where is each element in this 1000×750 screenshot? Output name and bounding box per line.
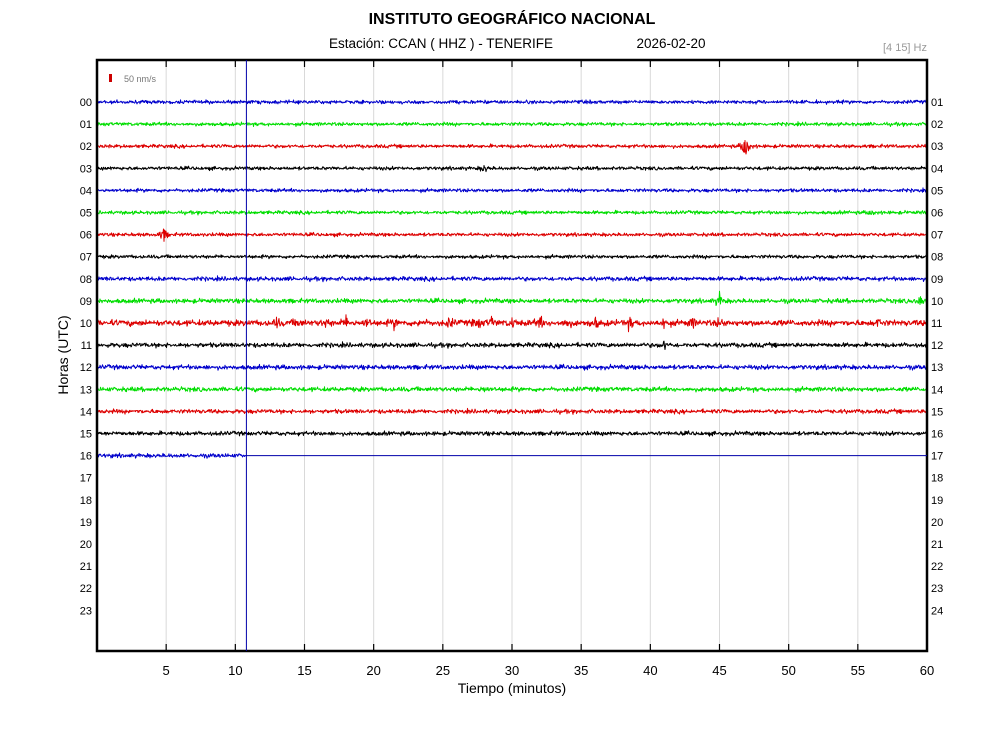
right-hour-label-21: 21 [931,539,943,551]
left-hour-label-02: 02 [80,141,92,153]
trace-hour-00 [96,99,928,105]
left-hour-label-18: 18 [80,495,92,507]
left-hour-label-20: 20 [80,539,92,551]
left-hour-label-09: 09 [80,296,92,308]
left-hour-label-21: 21 [80,561,92,573]
trace-hour-14 [96,407,928,415]
right-hour-label-03: 03 [931,141,943,153]
trace-hour-06 [96,228,928,242]
trace-hour-03 [96,165,928,173]
left-hour-label-05: 05 [80,208,92,220]
left-hour-label-03: 03 [80,163,92,175]
right-hour-label-22: 22 [931,561,943,573]
right-hour-label-13: 13 [931,362,943,374]
x-tick-label-45: 45 [712,663,726,678]
x-tick-label-40: 40 [643,663,657,678]
gridlines [165,60,859,651]
left-hour-label-17: 17 [80,473,92,485]
left-hour-label-11: 11 [81,340,92,352]
trace-hour-16 [96,452,247,459]
filter-label: [4 15] Hz [883,42,927,54]
x-tick-label-5: 5 [163,663,170,678]
right-hour-label-08: 08 [931,252,943,264]
right-hour-label-04: 04 [931,163,943,175]
x-tick-label-50: 50 [781,663,795,678]
right-hour-label-09: 09 [931,274,943,286]
trace-hour-04 [96,187,928,194]
trace-hour-13 [96,385,928,393]
right-hour-label-02: 02 [931,119,943,131]
left-hour-label-07: 07 [80,252,92,264]
right-hour-label-06: 06 [931,208,943,220]
x-tick-label-10: 10 [228,663,242,678]
x-tick-labels: 5 10 15 20 25 30 35 40 45 50 55 60 [163,663,935,678]
right-hour-label-17: 17 [931,451,943,463]
left-hour-label-06: 06 [80,230,92,242]
left-hour-label-15: 15 [80,429,92,441]
left-hour-label-14: 14 [80,406,92,418]
trace-hour-07 [96,253,928,260]
right-hour-label-18: 18 [931,473,943,485]
chart-title: INSTITUTO GEOGRÁFICO NACIONAL [369,9,656,28]
trace-hour-12 [96,363,928,371]
left-hour-label-22: 22 [80,583,92,595]
left-hour-label-13: 13 [80,384,92,396]
left-hour-label-08: 08 [80,274,92,286]
right-hour-label-14: 14 [931,384,943,396]
traces [96,99,928,459]
x-tick-label-35: 35 [574,663,588,678]
left-hour-label-23: 23 [80,605,92,617]
y-axis-label: Horas (UTC) [55,315,71,394]
left-hour-labels: 00 01 02 03 04 05 06 07 08 09 10 11 12 13 14 15 16 17 18 19… [80,97,92,617]
right-hour-label-16: 16 [931,429,943,441]
left-hour-label-12: 12 [80,362,92,374]
x-tick-label-55: 55 [851,663,865,678]
left-hour-label-10: 10 [80,318,92,330]
right-hour-label-12: 12 [931,340,943,352]
right-hour-label-10: 10 [931,296,943,308]
axis-ticks [165,60,928,651]
scale-bar-label: 50 nm/s [124,74,157,84]
left-hour-label-19: 19 [80,517,92,529]
right-hour-label-01: 01 [931,97,943,109]
x-tick-label-30: 30 [505,663,519,678]
right-hour-label-15: 15 [931,406,943,418]
date-label: 2026-02-20 [636,36,705,51]
left-hour-label-04: 04 [80,185,92,197]
scale-bar [109,74,112,82]
trace-hour-09 [96,290,928,306]
left-hour-label-16: 16 [80,451,92,463]
trace-hour-02 [96,140,928,155]
right-hour-label-20: 20 [931,517,943,529]
trace-hour-05 [96,209,928,216]
trace-hour-10 [96,314,928,333]
right-hour-label-23: 23 [931,583,943,595]
x-tick-label-60: 60 [920,663,934,678]
trace-hour-01 [96,121,927,128]
trace-hour-15 [96,430,928,437]
trace-hour-08 [96,275,928,283]
x-tick-label-25: 25 [436,663,450,678]
right-hour-label-07: 07 [931,230,943,242]
right-hour-labels: 01 02 03 04 05 06 07 08 09 10 11 12 13 14 15 16 17 18 19 20… [931,97,943,617]
x-tick-label-15: 15 [297,663,311,678]
x-axis-label: Tiempo (minutos) [458,680,566,696]
right-hour-label-19: 19 [931,495,943,507]
right-hour-label-24: 24 [931,605,943,617]
x-tick-label-20: 20 [366,663,380,678]
right-hour-label-05: 05 [931,185,943,197]
left-hour-label-01: 01 [80,119,92,131]
station-label: Estación: CCAN ( HHZ ) - TENERIFE [329,36,553,51]
right-hour-label-11: 11 [931,318,942,330]
left-hour-label-00: 00 [80,97,92,109]
trace-hour-11 [96,340,928,350]
